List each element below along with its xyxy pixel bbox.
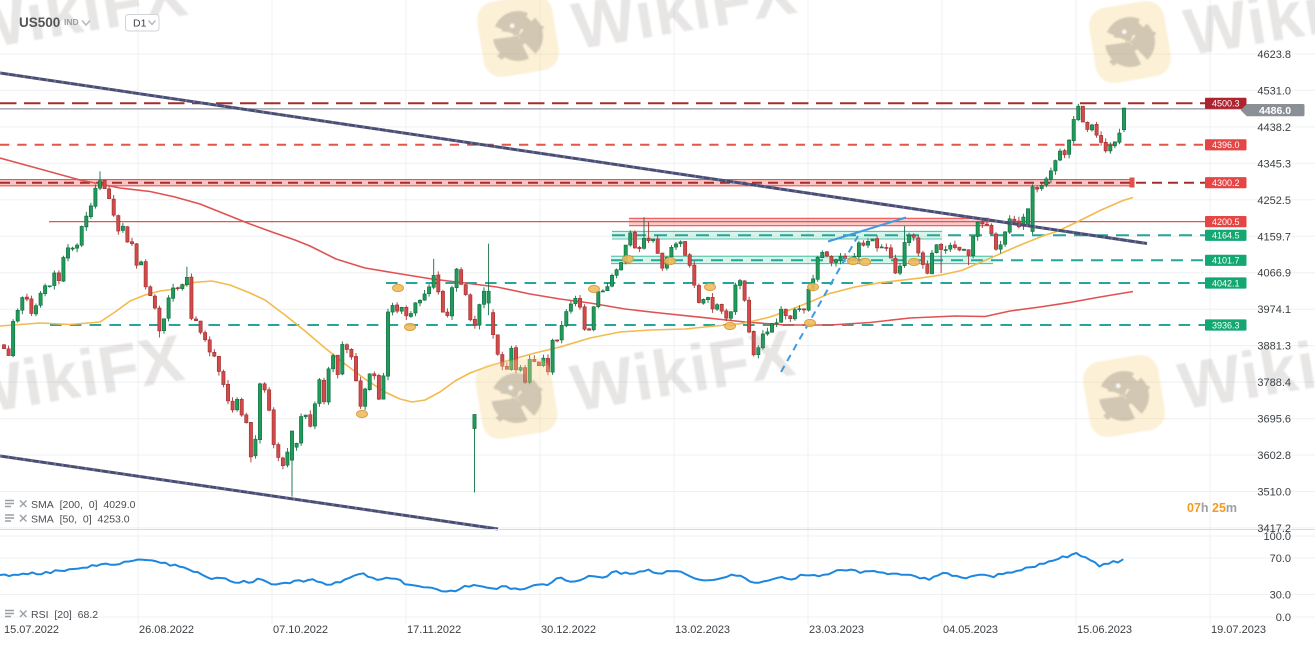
svg-text:4066.9: 4066.9 (1257, 268, 1291, 280)
svg-text:4623.8: 4623.8 (1257, 49, 1291, 61)
svg-text:04.05.2023: 04.05.2023 (943, 624, 998, 636)
svg-text:4252.5: 4252.5 (1257, 195, 1291, 207)
svg-text:3510.0: 3510.0 (1257, 487, 1291, 499)
svg-text:3417.2: 3417.2 (1257, 523, 1291, 535)
svg-text:4300.2: 4300.2 (1212, 178, 1240, 188)
svg-text:17.11.2022: 17.11.2022 (407, 624, 461, 636)
svg-text:4486.0: 4486.0 (1259, 105, 1291, 117)
svg-text:23.03.2023: 23.03.2023 (809, 624, 864, 636)
svg-text:4531.0: 4531.0 (1257, 85, 1291, 97)
svg-text:07h 25m: 07h 25m (1187, 501, 1237, 515)
svg-text:15.06.2023: 15.06.2023 (1077, 624, 1132, 636)
svg-text:3936.3: 3936.3 (1212, 320, 1240, 330)
svg-text:4438.2: 4438.2 (1257, 122, 1291, 134)
svg-text:30.0: 30.0 (1270, 590, 1291, 602)
svg-text:4200.5: 4200.5 (1212, 217, 1240, 227)
svg-text:07.10.2022: 07.10.2022 (273, 624, 328, 636)
svg-text:4159.7: 4159.7 (1257, 231, 1291, 243)
svg-text:SMA [50, 0] 4253.0: SMA [50, 0] 4253.0 (31, 514, 130, 526)
svg-text:100.0: 100.0 (1263, 531, 1291, 543)
svg-text:IND: IND (64, 17, 79, 27)
svg-text:3695.6: 3695.6 (1257, 414, 1291, 426)
svg-text:US500: US500 (19, 15, 60, 30)
svg-text:3602.8: 3602.8 (1257, 450, 1291, 462)
svg-text:0.0: 0.0 (1276, 612, 1291, 624)
svg-text:19.07.2023: 19.07.2023 (1211, 624, 1266, 636)
svg-text:3788.4: 3788.4 (1257, 377, 1291, 389)
svg-text:4101.7: 4101.7 (1212, 256, 1240, 266)
svg-text:4396.0: 4396.0 (1212, 140, 1240, 150)
svg-text:4345.3: 4345.3 (1257, 158, 1291, 170)
svg-text:26.08.2022: 26.08.2022 (139, 624, 194, 636)
svg-text:13.02.2023: 13.02.2023 (675, 624, 730, 636)
svg-text:15.07.2022: 15.07.2022 (4, 624, 59, 636)
svg-text:3881.3: 3881.3 (1257, 341, 1291, 353)
svg-text:D1: D1 (133, 18, 147, 30)
svg-text:3974.1: 3974.1 (1257, 304, 1291, 316)
svg-text:RSI [20] 68.2: RSI [20] 68.2 (31, 609, 98, 621)
svg-text:4164.5: 4164.5 (1212, 231, 1240, 241)
svg-text:4500.3: 4500.3 (1212, 99, 1240, 109)
svg-text:4042.1: 4042.1 (1212, 278, 1240, 288)
svg-text:30.12.2022: 30.12.2022 (541, 624, 596, 636)
svg-text:SMA [200, 0] 4029.0: SMA [200, 0] 4029.0 (31, 499, 136, 511)
svg-text:70.0: 70.0 (1270, 553, 1291, 565)
